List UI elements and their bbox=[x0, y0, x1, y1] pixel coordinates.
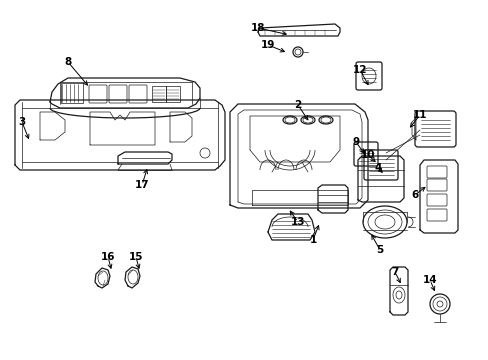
Text: 14: 14 bbox=[422, 275, 436, 285]
Text: 19: 19 bbox=[260, 40, 275, 50]
Text: 7: 7 bbox=[390, 267, 398, 277]
Bar bbox=[61, 83, 83, 103]
Text: 9: 9 bbox=[352, 137, 359, 147]
Text: 12: 12 bbox=[352, 65, 366, 75]
Text: 1: 1 bbox=[309, 235, 316, 245]
Text: 10: 10 bbox=[360, 150, 374, 160]
Text: 6: 6 bbox=[410, 190, 418, 200]
Text: 15: 15 bbox=[128, 252, 143, 262]
Text: 2: 2 bbox=[294, 100, 301, 110]
Text: 5: 5 bbox=[376, 245, 383, 255]
Bar bbox=[152, 86, 165, 102]
Bar bbox=[165, 86, 180, 102]
Text: 16: 16 bbox=[101, 252, 115, 262]
Text: 18: 18 bbox=[250, 23, 264, 33]
Text: 13: 13 bbox=[290, 217, 305, 227]
Text: 3: 3 bbox=[19, 117, 25, 127]
Text: 11: 11 bbox=[412, 110, 427, 120]
Text: 17: 17 bbox=[134, 180, 149, 190]
Text: 8: 8 bbox=[64, 57, 71, 67]
Text: 4: 4 bbox=[373, 163, 381, 173]
